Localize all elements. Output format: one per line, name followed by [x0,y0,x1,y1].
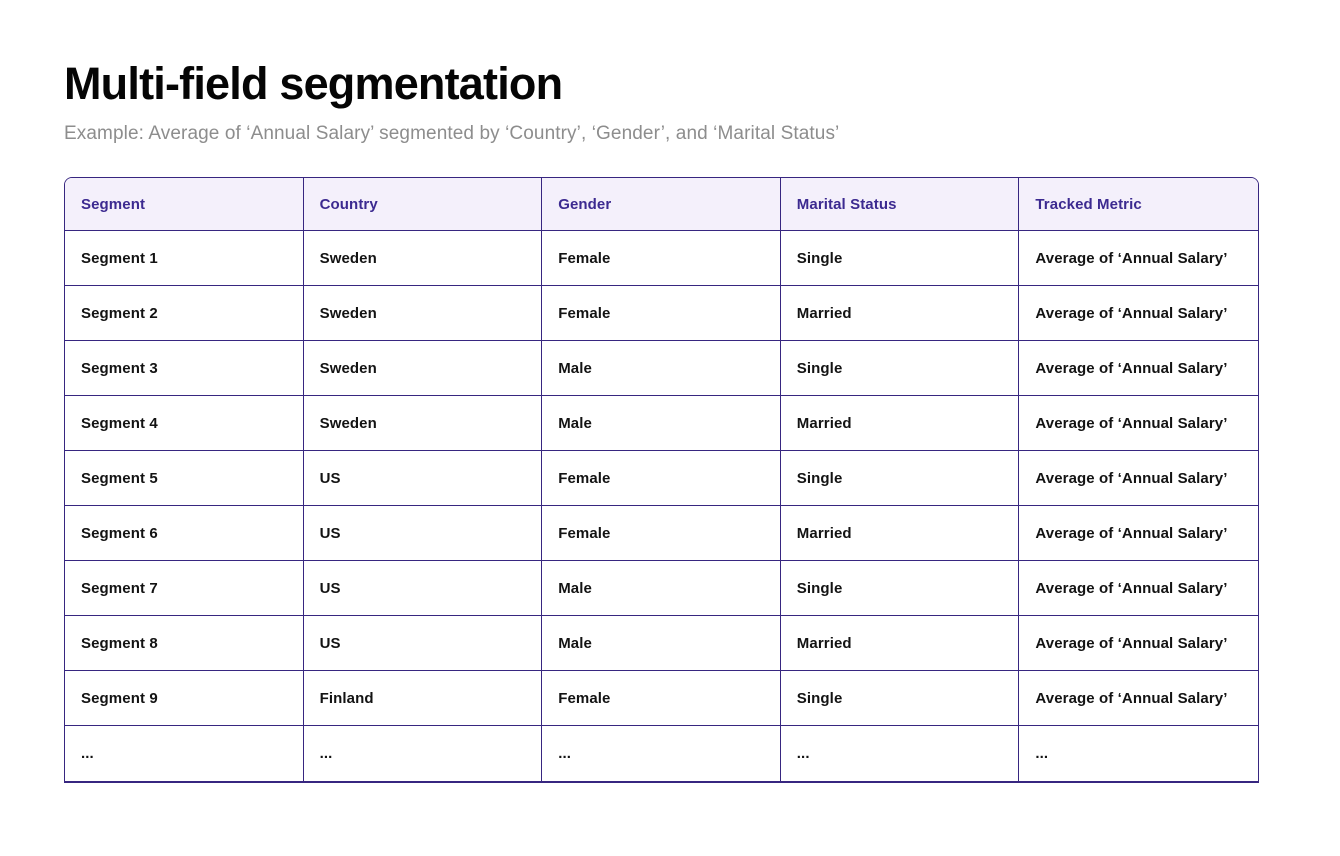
table-row: Segment 3 Sweden Male Single Average of … [65,341,1258,397]
table-cell: Average of ‘Annual Salary’ [1019,616,1258,672]
table-cell: Single [780,561,1020,617]
column-header-gender: Gender [542,178,781,232]
table-cell: Single [780,671,1020,727]
table-row: Segment 8 US Male Married Average of ‘An… [65,616,1258,672]
table-cell: Sweden [303,396,543,452]
table-row: Segment 5 US Female Single Average of ‘A… [65,451,1258,507]
table-row: Segment 2 Sweden Female Married Average … [65,286,1258,342]
page-subtitle: Example: Average of ‘Annual Salary’ segm… [64,123,840,145]
column-header-country: Country [303,178,543,232]
table-cell: Average of ‘Annual Salary’ [1019,451,1258,507]
table-row: Segment 1 Sweden Female Single Average o… [65,231,1258,287]
table-cell: ... [1019,726,1258,782]
table-cell: Average of ‘Annual Salary’ [1019,341,1258,397]
table-cell: Sweden [303,341,543,397]
table-cell: Single [780,231,1020,287]
table-cell: Segment 9 [65,671,304,727]
table-row: Segment 6 US Female Married Average of ‘… [65,506,1258,562]
table-cell: US [303,451,543,507]
table-cell: Segment 1 [65,231,304,287]
column-header-tracked-metric: Tracked Metric [1019,178,1258,232]
table-cell: ... [542,726,781,782]
table-cell: Average of ‘Annual Salary’ [1019,231,1258,287]
table-cell: Male [542,561,781,617]
table-cell: Sweden [303,231,543,287]
table-cell: Segment 8 [65,616,304,672]
table-row: Segment 7 US Male Single Average of ‘Ann… [65,561,1258,617]
content-area: Multi-field segmentation Example: Averag… [64,58,1259,784]
table-cell: ... [780,726,1020,782]
table-cell: Sweden [303,286,543,342]
table-cell: ... [303,726,543,782]
table-cell: Average of ‘Annual Salary’ [1019,671,1258,727]
table-cell: Segment 7 [65,561,304,617]
table-cell: Female [542,231,781,287]
table-cell: Male [542,616,781,672]
table-cell: Married [780,396,1020,452]
table-cell: Female [542,451,781,507]
table-cell: ... [65,726,304,782]
table-body: Segment 1 Sweden Female Single Average o… [65,231,1258,782]
table-cell: Segment 4 [65,396,304,452]
table-cell: Female [542,286,781,342]
segmentation-table: Segment Country Gender Marital Status Tr… [64,177,1259,784]
table-cell: Married [780,616,1020,672]
column-header-segment: Segment [65,178,304,232]
table-cell: Segment 5 [65,451,304,507]
table-cell: Finland [303,671,543,727]
table-cell: Female [542,506,781,562]
table-cell: Average of ‘Annual Salary’ [1019,561,1258,617]
table-header: Segment Country Gender Marital Status Tr… [65,178,1258,232]
table-row-ellipsis: ... ... ... ... ... [65,726,1258,782]
table-cell: Male [542,341,781,397]
table-row: Segment 9 Finland Female Single Average … [65,671,1258,727]
table-cell: Average of ‘Annual Salary’ [1019,286,1258,342]
table-cell: US [303,561,543,617]
table-row: Segment 4 Sweden Male Married Average of… [65,396,1258,452]
column-header-marital-status: Marital Status [780,178,1020,232]
segmentation-table-grid: Segment Country Gender Marital Status Tr… [65,178,1258,782]
table-cell: Segment 6 [65,506,304,562]
table-cell: Single [780,451,1020,507]
table-cell: Average of ‘Annual Salary’ [1019,396,1258,452]
table-cell: Female [542,671,781,727]
table-cell: Married [780,286,1020,342]
table-header-row: Segment Country Gender Marital Status Tr… [65,178,1258,232]
table-cell: Average of ‘Annual Salary’ [1019,506,1258,562]
table-cell: Single [780,341,1020,397]
table-cell: Segment 2 [65,286,304,342]
table-cell: Segment 3 [65,341,304,397]
table-cell: Male [542,396,781,452]
table-cell: Married [780,506,1020,562]
page-title: Multi-field segmentation [64,58,563,109]
table-cell: US [303,506,543,562]
table-cell: US [303,616,543,672]
